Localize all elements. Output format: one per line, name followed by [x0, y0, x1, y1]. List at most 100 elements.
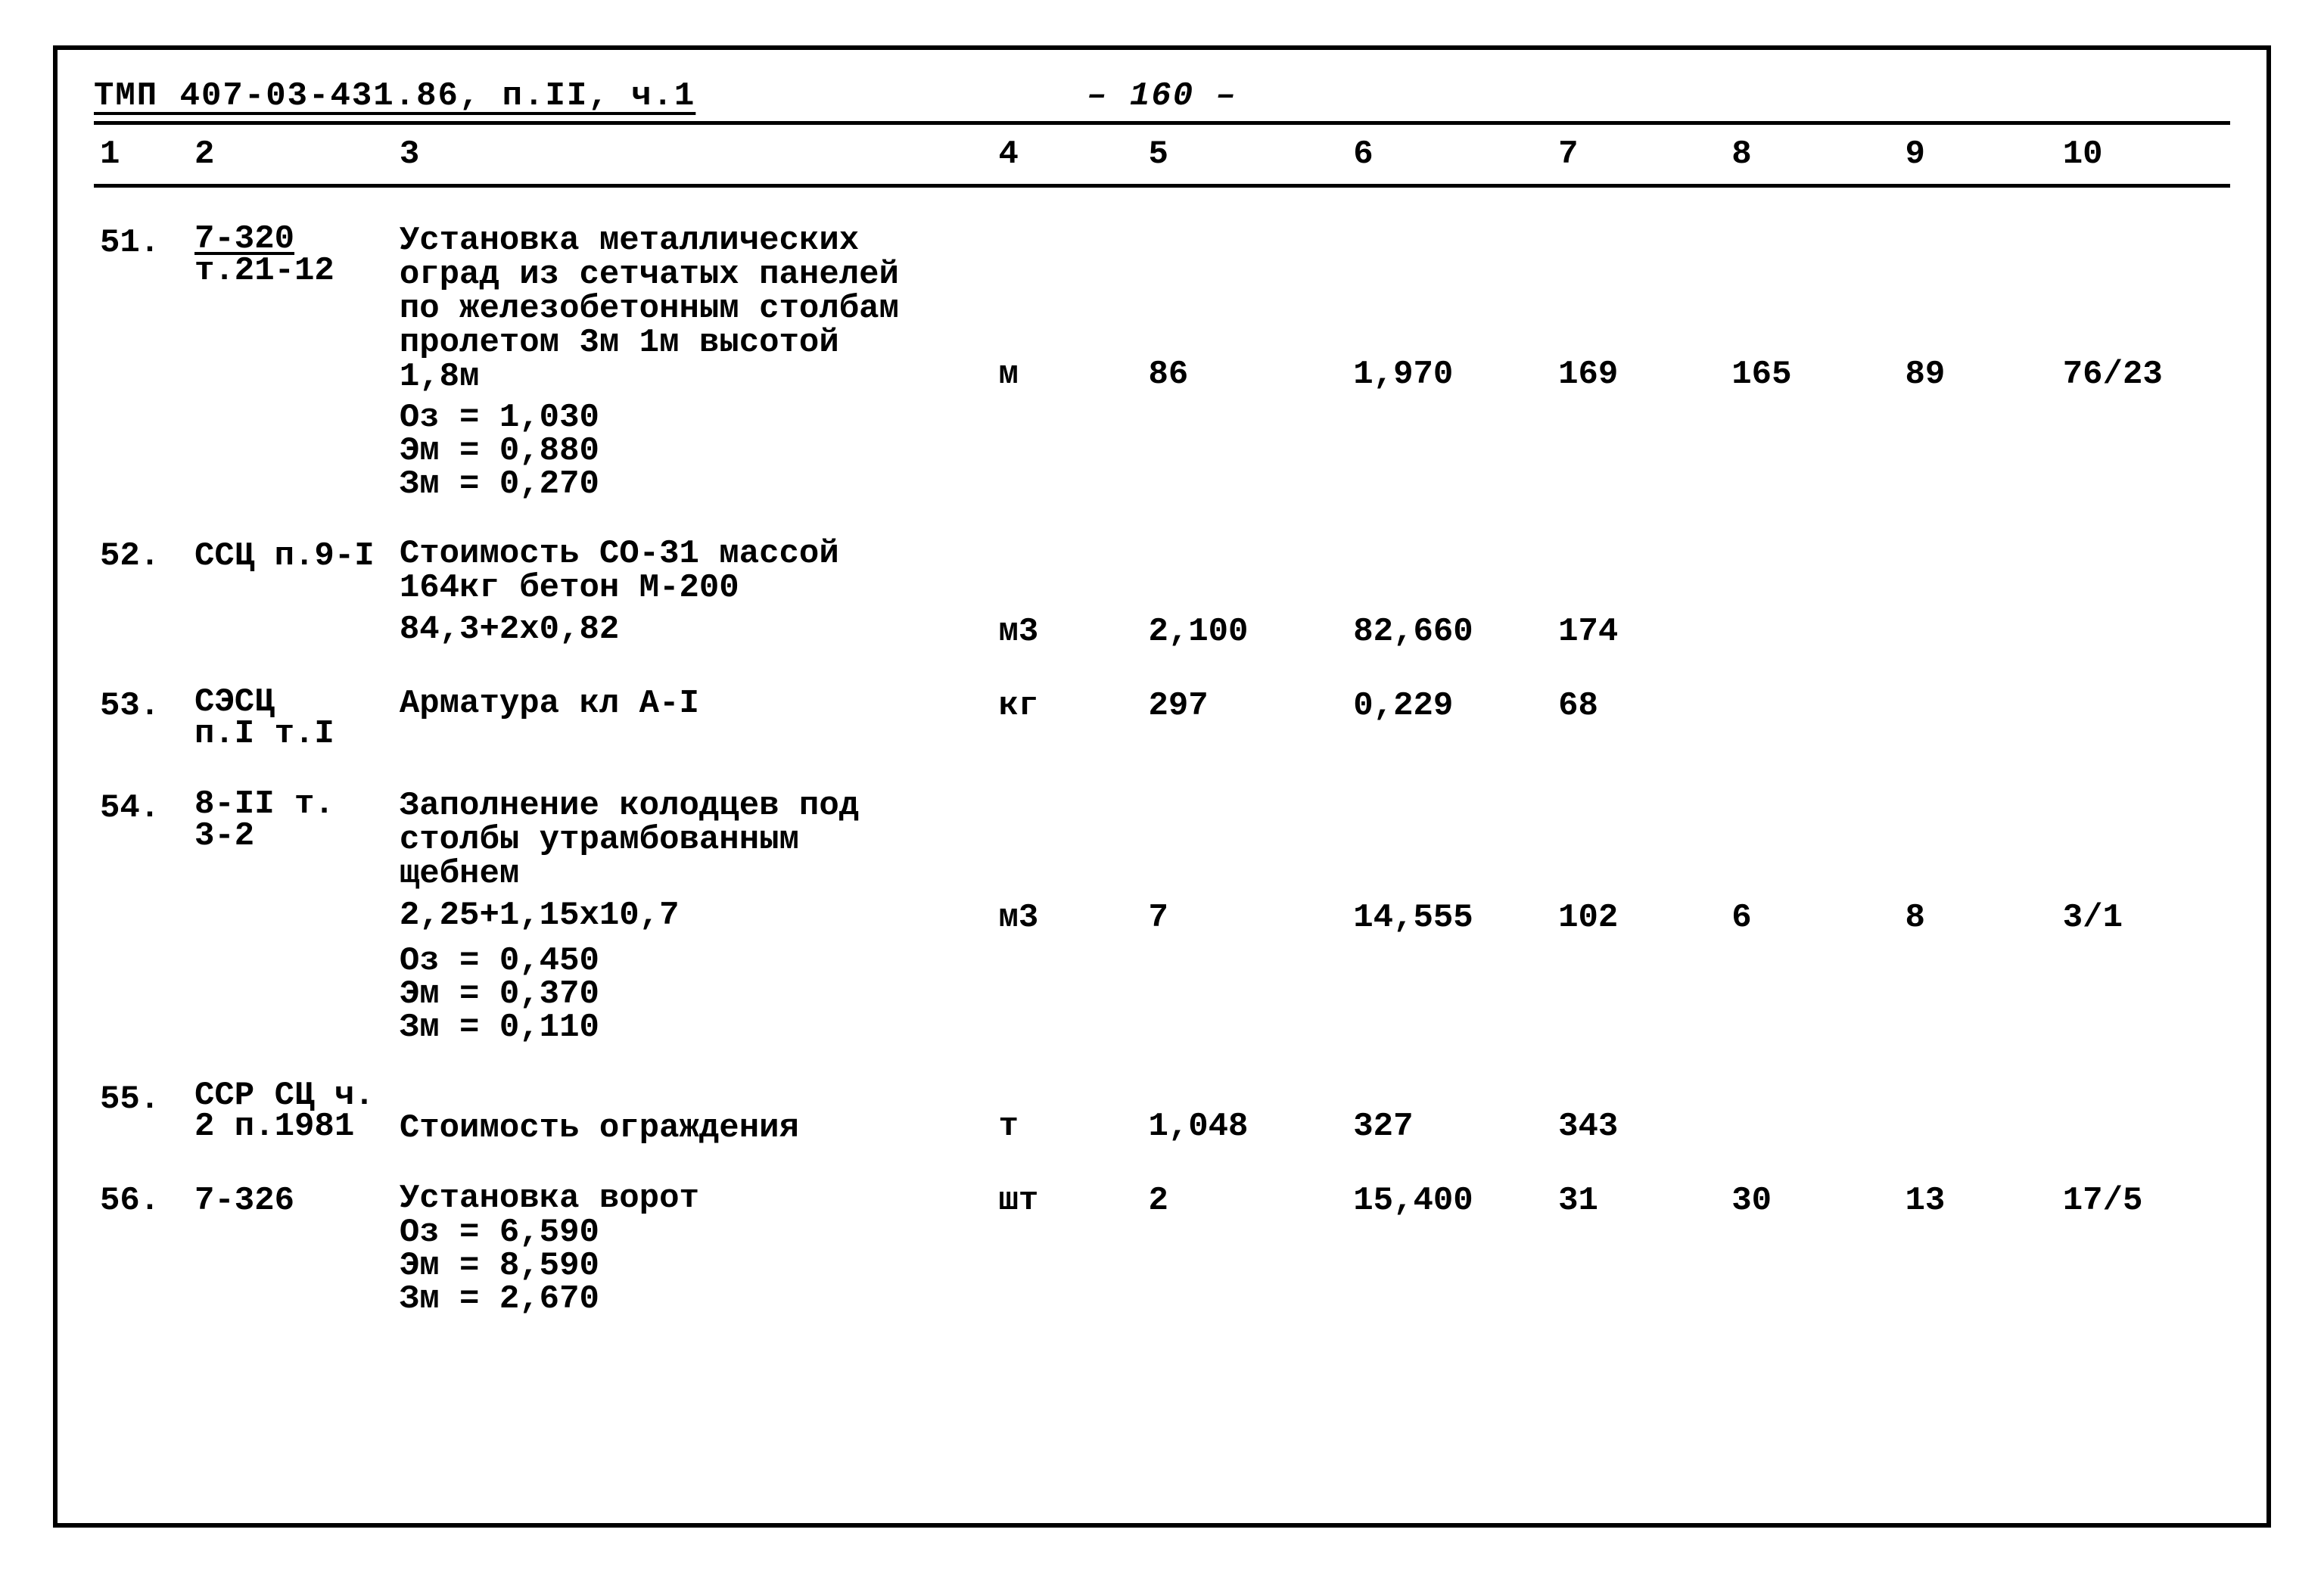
row-desc: Установка ворот Оз = 6,590 Эм = 8,590 Зм… [394, 1174, 993, 1316]
document-frame: ТМП 407-03-431.86, п.II, ч.1 – 160 – 1 2… [53, 45, 2271, 1528]
row-coeffs: Оз = 1,030 Эм = 0,880 Зм = 0,270 [394, 393, 993, 501]
col-4: 4 [993, 123, 1143, 186]
col-6: 6 [1347, 123, 1552, 186]
row-desc: Заполнение колодцев подстолбы утрамбован… [394, 782, 993, 891]
col-7: 7 [1552, 123, 1725, 186]
table-row: Оз = 0,450 Эм = 0,370 Зм = 0,110 [94, 937, 2230, 1044]
row-desc: Арматура кл А-I [394, 679, 993, 753]
code-top: 8-II т. [194, 789, 334, 821]
page-number: – 160 – [1087, 77, 1237, 115]
row-qty: 2,100 [1142, 605, 1347, 651]
table-row: Оз = 1,030 Эм = 0,880 Зм = 0,270 [94, 393, 2230, 501]
row-num: 54. [94, 782, 188, 891]
coeff: Эм = 0,880 [400, 434, 987, 468]
coeff: Оз = 1,030 [400, 401, 987, 434]
row-code: 8-II т. 3-2 [188, 782, 394, 891]
row-price: 15,400 [1347, 1174, 1552, 1316]
table-header: 1 2 3 4 5 6 7 8 9 10 [94, 123, 2230, 186]
code-top: СЭСЦ [194, 687, 334, 719]
coeff: Оз = 0,450 [400, 944, 987, 978]
row-v7: 31 [1552, 1174, 1725, 1316]
col-5: 5 [1142, 123, 1347, 186]
row-code: 7-326 [188, 1174, 394, 1316]
row-v10: 3/1 [2057, 891, 2230, 937]
coeff: Эм = 0,370 [400, 978, 987, 1011]
row-num: 53. [94, 679, 188, 753]
page: ТМП 407-03-431.86, п.II, ч.1 – 160 – 1 2… [0, 0, 2324, 1573]
row-v8: 30 [1725, 1174, 1899, 1316]
row-coeffs: Оз = 0,450 Эм = 0,370 Зм = 0,110 [394, 937, 993, 1044]
row-num: 51. [94, 216, 188, 393]
table-row: 52. ССЦ п.9-I Стоимость СО-31 массой164к… [94, 530, 2230, 605]
desc-text: Установка ворот [400, 1182, 987, 1216]
row-desc: Стоимость ограждения [394, 1073, 993, 1146]
coeff: Оз = 6,590 [400, 1216, 987, 1249]
doc-code: ТМП 407-03-431.86, п.II, ч.1 [94, 77, 695, 115]
row-num: 52. [94, 530, 188, 605]
row-formula: 84,3+2х0,82 [394, 605, 993, 651]
row-num: 56. [94, 1174, 188, 1316]
row-code: ССР СЦ ч. 2 п.1981 [188, 1073, 394, 1146]
row-price: 327 [1347, 1073, 1552, 1146]
table-row: 56. 7-326 Установка ворот Оз = 6,590 Эм … [94, 1174, 2230, 1316]
row-unit: кг [993, 679, 1143, 753]
row-v10: 76/23 [2057, 216, 2230, 393]
row-code: СЭСЦ п.I т.I [188, 679, 394, 753]
row-num: 55. [94, 1073, 188, 1146]
row-v9: 13 [1899, 1174, 2056, 1316]
code-top: ССР СЦ ч. [194, 1080, 375, 1112]
col-1: 1 [94, 123, 188, 186]
row-v10: 17/5 [2057, 1174, 2230, 1316]
row-price: 82,660 [1347, 605, 1552, 651]
table-row: 51. 7-320 т.21-12 Установка металлически… [94, 216, 2230, 393]
coeff: Зм = 0,270 [400, 468, 987, 501]
row-qty: 2 [1142, 1174, 1347, 1316]
row-v7: 68 [1552, 679, 1725, 753]
row-unit: м3 [993, 605, 1143, 651]
row-v8: 165 [1725, 216, 1899, 393]
col-9: 9 [1899, 123, 2056, 186]
row-v7: 343 [1552, 1073, 1725, 1146]
row-v8: 6 [1725, 891, 1899, 937]
row-v9: 8 [1899, 891, 2056, 937]
row-unit: шт [993, 1174, 1143, 1316]
table-row: 53. СЭСЦ п.I т.I Арматура кл А-I кг 297 … [94, 679, 2230, 753]
row-code: ССЦ п.9-I [188, 530, 394, 605]
row-unit: т [993, 1073, 1143, 1146]
row-v7: 102 [1552, 891, 1725, 937]
header: ТМП 407-03-431.86, п.II, ч.1 – 160 – [94, 68, 2230, 121]
row-unit: м [993, 216, 1143, 393]
code-bot: 3-2 [194, 821, 334, 853]
table-row: 84,3+2х0,82 м3 2,100 82,660 174 [94, 605, 2230, 651]
code-bot: т.21-12 [194, 256, 334, 288]
row-qty: 7 [1142, 891, 1347, 937]
table-row: 55. ССР СЦ ч. 2 п.1981 Стоимость огражде… [94, 1073, 2230, 1146]
table-row: 2,25+1,15х10,7 м3 7 14,555 102 6 8 3/1 [94, 891, 2230, 937]
col-3: 3 [394, 123, 993, 186]
row-unit: м3 [993, 891, 1143, 937]
code-bot: 2 п.1981 [194, 1111, 375, 1143]
row-qty: 1,048 [1142, 1073, 1347, 1146]
row-code: 7-320 т.21-12 [188, 216, 394, 393]
row-qty: 86 [1142, 216, 1347, 393]
code-top: 7-320 [194, 224, 334, 256]
col-10: 10 [2057, 123, 2230, 186]
col-8: 8 [1725, 123, 1899, 186]
row-v7: 174 [1552, 605, 1725, 651]
row-formula: 2,25+1,15х10,7 [394, 891, 993, 937]
row-price: 14,555 [1347, 891, 1552, 937]
coeff: Зм = 0,110 [400, 1011, 987, 1044]
row-v9: 89 [1899, 216, 2056, 393]
row-qty: 297 [1142, 679, 1347, 753]
row-price: 1,970 [1347, 216, 1552, 393]
coeff: Зм = 2,670 [400, 1282, 987, 1316]
table-row: 54. 8-II т. 3-2 Заполнение колодцев подс… [94, 782, 2230, 891]
coeff: Эм = 8,590 [400, 1249, 987, 1282]
row-v7: 169 [1552, 216, 1725, 393]
row-price: 0,229 [1347, 679, 1552, 753]
row-desc: Установка металлическихоград из сетчатых… [394, 216, 993, 393]
row-desc: Стоимость СО-31 массой164кг бетон М-200 [394, 530, 993, 605]
col-2: 2 [188, 123, 394, 186]
code-bot: п.I т.I [194, 719, 334, 751]
cost-table: 1 2 3 4 5 6 7 8 9 10 51. 7-320 т.21-12 [94, 121, 2230, 1316]
